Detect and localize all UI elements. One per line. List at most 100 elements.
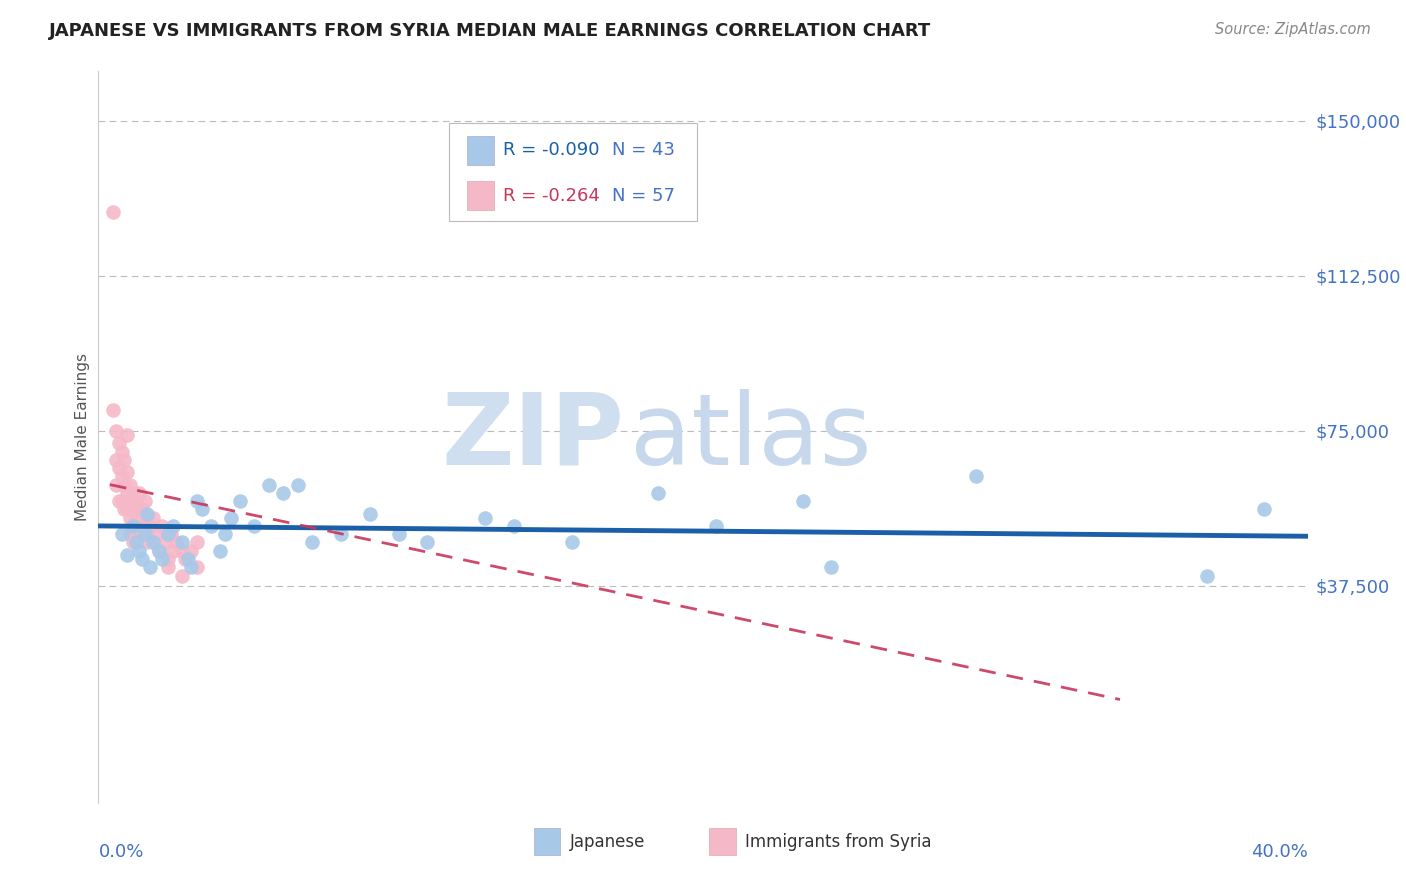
Text: R = -0.264: R = -0.264: [503, 186, 600, 204]
Text: atlas: atlas: [630, 389, 872, 485]
Point: [120, 527, 142, 541]
Point: [172, 568, 194, 582]
Point: [200, 519, 222, 533]
Point: [162, 543, 184, 558]
Point: [177, 552, 200, 566]
Point: [1253, 502, 1275, 516]
Point: [186, 535, 208, 549]
Point: [180, 560, 202, 574]
Point: [134, 527, 156, 541]
Point: [120, 494, 142, 508]
Text: N = 43: N = 43: [613, 141, 675, 160]
FancyBboxPatch shape: [709, 828, 735, 855]
Point: [128, 519, 150, 533]
Point: [148, 543, 170, 558]
Point: [416, 535, 439, 549]
Point: [647, 486, 669, 500]
Text: ZIP: ZIP: [441, 389, 624, 485]
Point: [107, 461, 129, 475]
Text: 40.0%: 40.0%: [1251, 843, 1308, 861]
Point: [122, 519, 145, 533]
Point: [271, 486, 294, 500]
Point: [142, 510, 165, 524]
Point: [122, 502, 145, 516]
Point: [965, 469, 987, 483]
Point: [186, 560, 208, 574]
Point: [156, 552, 179, 566]
Point: [107, 494, 129, 508]
Point: [820, 560, 842, 574]
Point: [792, 494, 814, 508]
FancyBboxPatch shape: [534, 828, 561, 855]
Point: [122, 519, 145, 533]
Point: [153, 535, 176, 549]
Point: [125, 494, 148, 508]
Point: [112, 502, 135, 516]
Point: [561, 535, 583, 549]
Point: [704, 519, 727, 533]
Point: [120, 510, 142, 524]
Point: [136, 507, 159, 521]
Point: [120, 477, 142, 491]
Point: [110, 469, 132, 483]
Point: [101, 403, 124, 417]
Point: [148, 543, 170, 558]
Point: [104, 452, 127, 467]
Point: [104, 477, 127, 491]
Point: [128, 486, 150, 500]
Point: [110, 494, 132, 508]
Point: [128, 502, 150, 516]
Text: 0.0%: 0.0%: [98, 843, 143, 861]
Point: [243, 519, 266, 533]
Point: [150, 519, 173, 533]
Point: [142, 535, 165, 549]
Point: [474, 510, 496, 524]
Point: [174, 552, 197, 566]
Point: [131, 502, 153, 516]
Point: [117, 502, 139, 516]
Point: [150, 552, 173, 566]
Point: [101, 205, 124, 219]
Point: [219, 510, 242, 524]
FancyBboxPatch shape: [467, 136, 494, 165]
Point: [503, 519, 526, 533]
Point: [110, 527, 132, 541]
Point: [329, 527, 352, 541]
Text: Immigrants from Syria: Immigrants from Syria: [745, 832, 932, 851]
Point: [142, 535, 165, 549]
Point: [172, 543, 194, 558]
Point: [117, 428, 139, 442]
Point: [122, 535, 145, 549]
Point: [156, 527, 179, 541]
Point: [156, 560, 179, 574]
Point: [165, 535, 187, 549]
Point: [159, 527, 181, 541]
Text: N = 57: N = 57: [613, 186, 675, 204]
Text: Japanese: Japanese: [569, 832, 645, 851]
Point: [139, 519, 162, 533]
Point: [214, 527, 236, 541]
Point: [110, 444, 132, 458]
Point: [134, 519, 156, 533]
Point: [208, 543, 231, 558]
Point: [156, 527, 179, 541]
Point: [107, 436, 129, 450]
Point: [359, 507, 381, 521]
Point: [112, 452, 135, 467]
Point: [125, 527, 148, 541]
Text: Source: ZipAtlas.com: Source: ZipAtlas.com: [1215, 22, 1371, 37]
Point: [131, 527, 153, 541]
Point: [139, 560, 162, 574]
Point: [287, 477, 309, 491]
FancyBboxPatch shape: [467, 181, 494, 211]
Point: [104, 424, 127, 438]
Point: [145, 527, 167, 541]
Point: [162, 519, 184, 533]
Point: [186, 494, 208, 508]
Point: [136, 535, 159, 549]
FancyBboxPatch shape: [449, 122, 697, 221]
Point: [229, 494, 252, 508]
Point: [128, 543, 150, 558]
Point: [112, 477, 135, 491]
Text: JAPANESE VS IMMIGRANTS FROM SYRIA MEDIAN MALE EARNINGS CORRELATION CHART: JAPANESE VS IMMIGRANTS FROM SYRIA MEDIAN…: [49, 22, 931, 40]
